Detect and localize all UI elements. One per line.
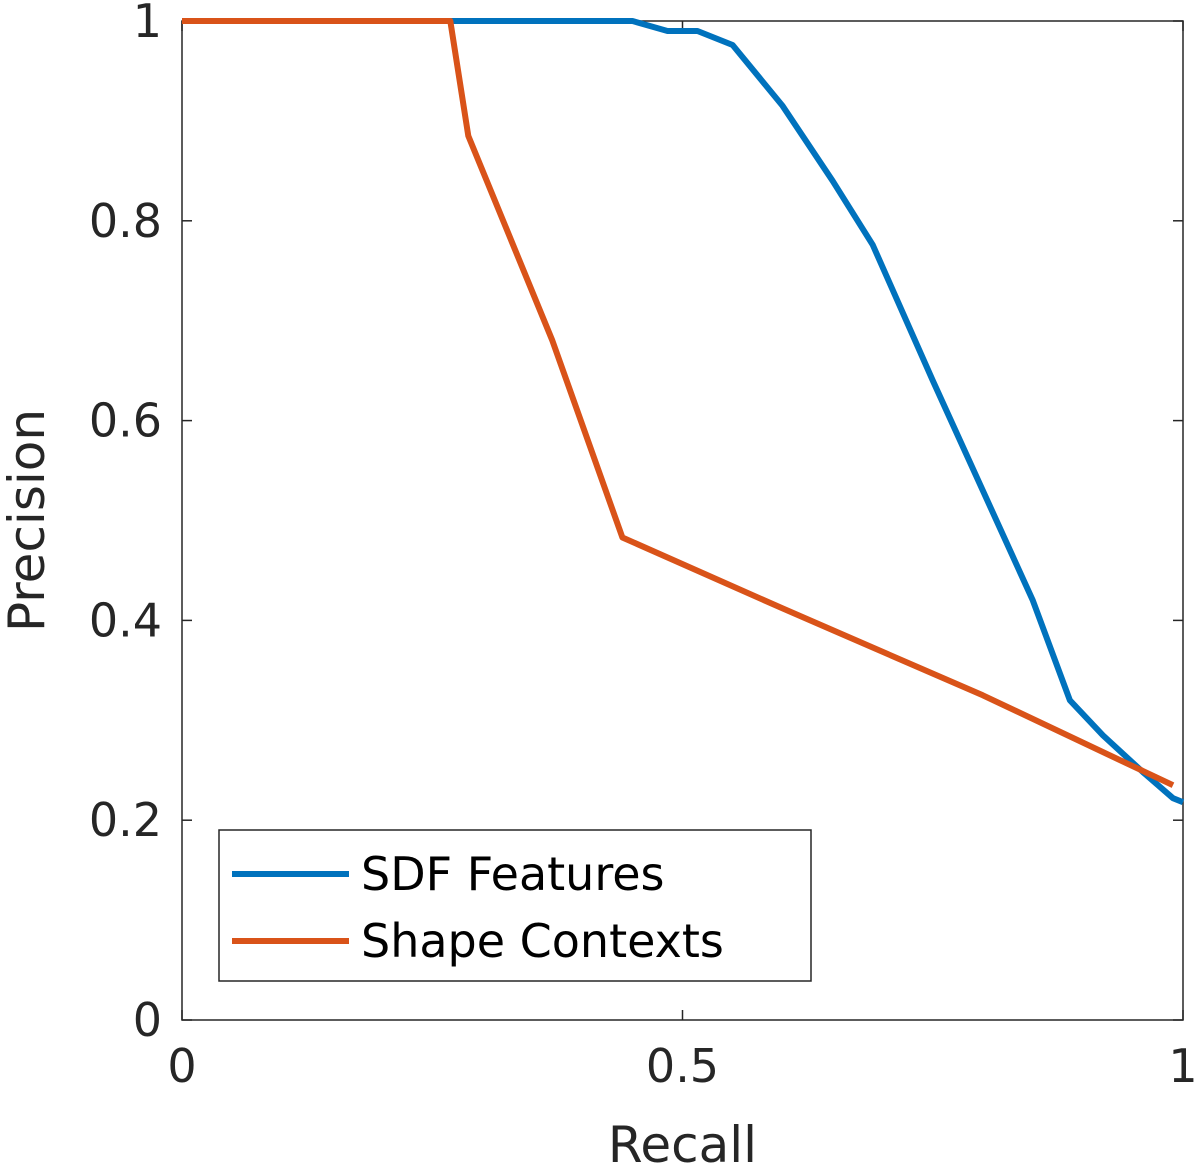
x-tick-label: 0 bbox=[167, 1039, 196, 1093]
plot-series bbox=[182, 18, 1185, 805]
x-axis-label: Recall bbox=[608, 1116, 757, 1169]
y-tick-label: 0.8 bbox=[89, 194, 162, 248]
legend: SDF Features Shape Contexts bbox=[218, 829, 812, 982]
y-tick-label: 1 bbox=[133, 0, 162, 48]
axis-labels: Recall Precision bbox=[0, 409, 757, 1169]
legend-box bbox=[218, 829, 812, 982]
legend-label: SDF Features bbox=[361, 847, 665, 901]
shape-contexts-line bbox=[182, 18, 1175, 788]
x-tick-label: 0.5 bbox=[646, 1039, 719, 1093]
y-tick-label: 0.4 bbox=[89, 593, 162, 647]
y-axis-label: Precision bbox=[0, 409, 56, 632]
y-tick-label: 0 bbox=[133, 993, 162, 1047]
x-tick-label: 1 bbox=[1168, 1039, 1196, 1093]
legend-label: Shape Contexts bbox=[361, 914, 724, 968]
sdf-features-line bbox=[182, 18, 1185, 805]
y-tick-label: 0.6 bbox=[89, 394, 162, 448]
y-tick-label: 0.2 bbox=[89, 793, 162, 847]
axes: 0 0.5 1 0 0.2 0.4 0.6 0.8 1 bbox=[89, 0, 1196, 1093]
